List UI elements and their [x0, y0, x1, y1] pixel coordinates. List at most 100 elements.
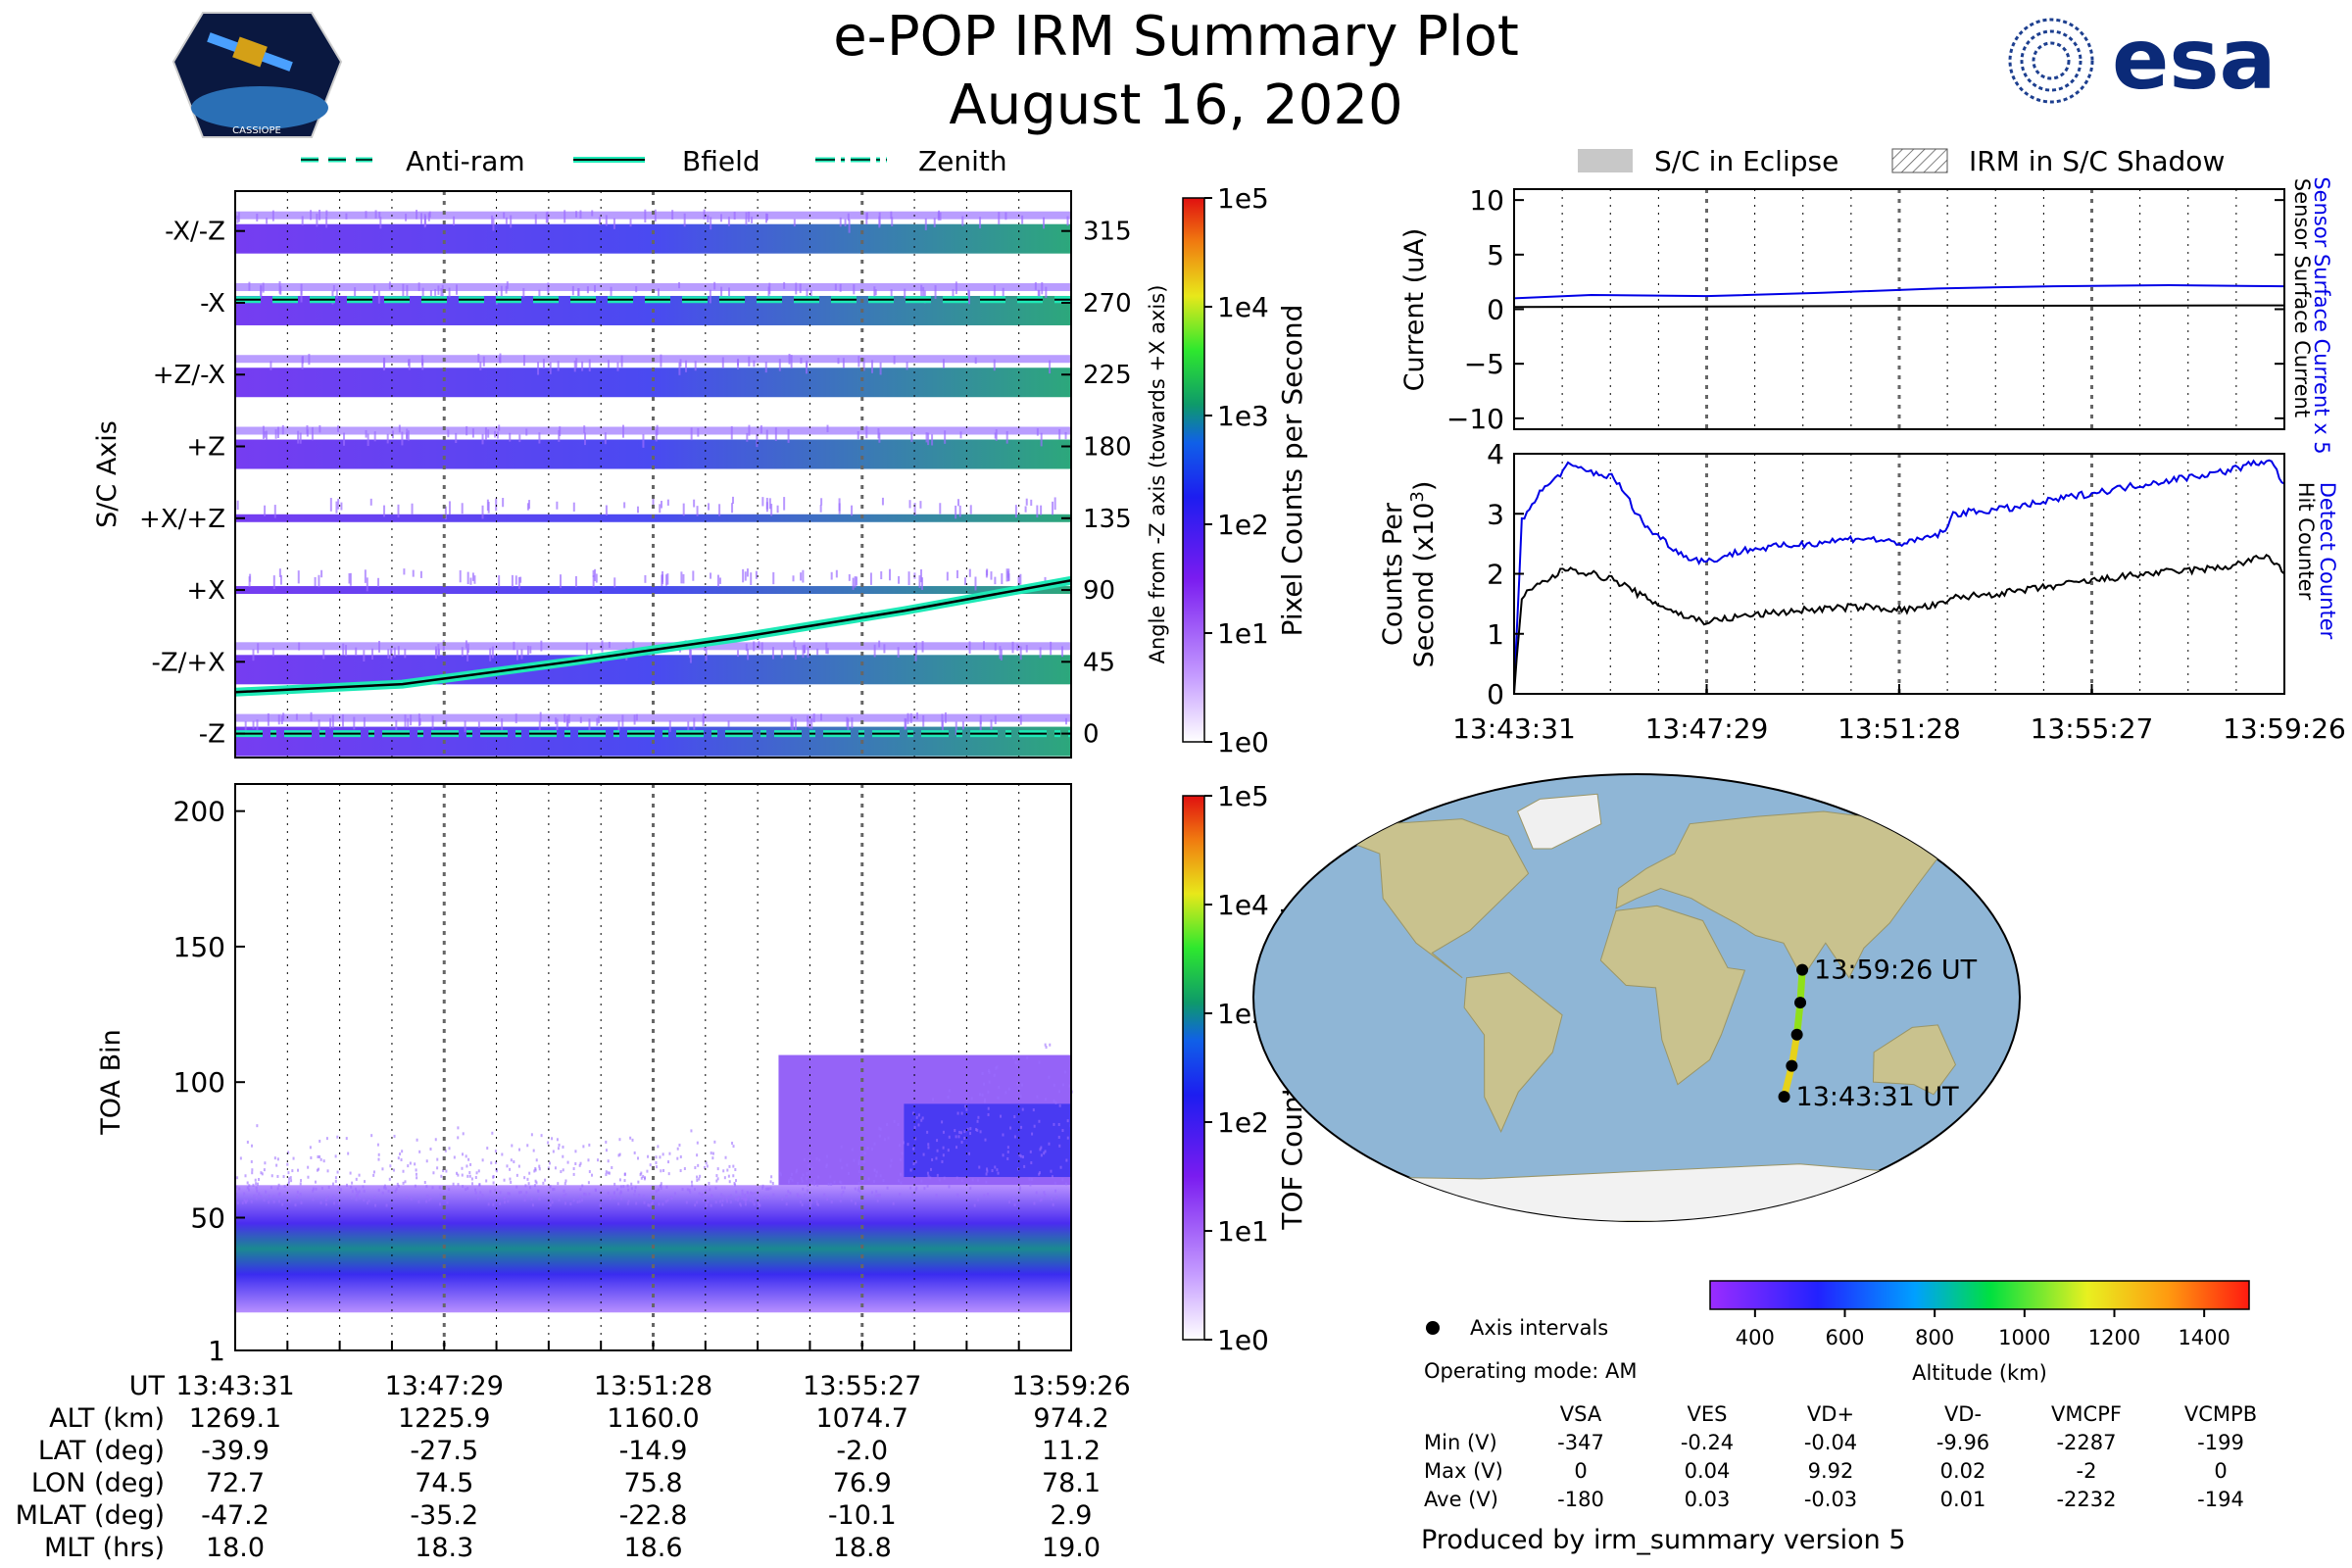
toa-speckle	[817, 1202, 820, 1206]
toa-speckle	[647, 1154, 650, 1158]
toa-speckle	[1031, 1132, 1034, 1136]
axis-speckle	[279, 285, 282, 295]
toa-speckle	[789, 1177, 792, 1181]
axis-speckle	[767, 286, 770, 297]
toa-speckle	[988, 1080, 991, 1084]
axis-speckle	[525, 428, 528, 436]
counts-x-tick-label: 13:51:28	[1838, 712, 1961, 745]
axis-speckle	[946, 571, 949, 581]
axis-speckle	[994, 576, 997, 585]
toa-speckle	[300, 1179, 303, 1183]
voltage-cell: -2287	[2056, 1431, 2116, 1454]
axis-speckle	[1014, 505, 1017, 518]
axis-speckle	[471, 572, 474, 581]
axis-speckle	[745, 212, 748, 219]
toa-speckle	[318, 1139, 321, 1143]
toa-speckle	[587, 1181, 590, 1185]
axis-tick-label: +X/+Z	[139, 505, 225, 534]
toa-speckle	[605, 1170, 608, 1174]
toa-speckle	[825, 1165, 828, 1169]
toa-speckle	[532, 1149, 535, 1152]
current-tick-label: 5	[1487, 239, 1504, 271]
axis-speckle	[920, 284, 923, 298]
toa-speckle	[707, 1200, 710, 1203]
toa-speckle	[977, 1115, 980, 1119]
toa-speckle	[551, 1137, 554, 1141]
axis-speckle	[684, 360, 687, 372]
toa-speckle	[705, 1189, 708, 1193]
svg-text:CASSIOPE: CASSIOPE	[232, 125, 281, 136]
voltage-cell: -0.03	[1804, 1488, 1857, 1511]
toa-speckle	[666, 1199, 669, 1202]
toa-speckle	[235, 1185, 238, 1189]
toa-speckle	[397, 1184, 400, 1188]
current-tick-label: −10	[1446, 403, 1504, 435]
toa-speckle	[627, 1200, 630, 1203]
toa-speckle	[767, 1187, 770, 1191]
toa-speckle	[830, 1182, 833, 1186]
toa-speckle	[785, 1202, 788, 1206]
axis-speckle	[890, 211, 893, 220]
toa-speckle	[347, 1152, 350, 1155]
axis-speckle	[632, 641, 635, 652]
axis-speckle	[920, 568, 923, 583]
axis-speckle	[594, 568, 597, 581]
axis-speckle	[907, 571, 910, 586]
toa-speckle	[808, 1164, 810, 1168]
axis-left-ticks: -X/-Z-X+Z/-X+Z+X/+Z+X-Z/+X-Z	[139, 218, 245, 750]
toa-speckle	[1018, 1188, 1021, 1192]
axis-speckle	[342, 643, 345, 656]
toa-speckle	[372, 1173, 375, 1177]
altitude-tick-label: 600	[1825, 1326, 1864, 1349]
orbit-cell: -22.8	[619, 1500, 688, 1531]
toa-speckle	[899, 1172, 902, 1176]
axis-speckle	[690, 427, 693, 441]
axis-speckle	[994, 432, 997, 439]
axis-speckle	[271, 210, 274, 221]
axis-speckle	[279, 574, 282, 585]
toa-speckle	[983, 1082, 986, 1086]
toa-speckle	[705, 1203, 708, 1207]
axis-speckle	[662, 574, 664, 585]
toa-speckle	[670, 1197, 673, 1200]
toa-speckle	[878, 1126, 881, 1130]
toa-speckle	[958, 1130, 961, 1134]
toa-speckle	[912, 1147, 915, 1151]
toa-speckle	[960, 1111, 963, 1115]
axis-speckle	[719, 214, 722, 222]
axis-speckle	[598, 715, 601, 724]
toa-speckle	[1054, 1181, 1056, 1185]
axis-speckle	[694, 361, 697, 371]
toa-speckle	[660, 1182, 662, 1186]
toa-speckle	[272, 1195, 275, 1199]
toa-speckle	[283, 1184, 286, 1188]
toa-speckle	[728, 1180, 731, 1184]
axis-speckle	[427, 213, 430, 221]
axis-panel: -X/-Z-X+Z/-X+Z+X/+Z+X-Z/+X-Z 31527022518…	[92, 190, 1169, 759]
axis-speckle	[378, 640, 381, 653]
axis-speckle	[621, 714, 624, 728]
axis-speckle	[598, 217, 601, 225]
toa-speckle	[296, 1190, 299, 1194]
axis-speckle	[761, 497, 764, 507]
axis-speckle	[1004, 212, 1007, 220]
toa-speckle	[863, 1152, 866, 1155]
toa-speckle	[726, 1200, 729, 1203]
toa-speckle	[549, 1185, 552, 1189]
toa-speckle	[457, 1136, 460, 1140]
axis-speckle	[794, 718, 797, 732]
toa-speckle	[1032, 1108, 1035, 1112]
toa-speckle	[1045, 1046, 1048, 1050]
toa-speckle	[618, 1138, 621, 1142]
toa-speckle	[700, 1193, 703, 1197]
toa-speckle	[957, 1135, 960, 1139]
axis-speckle	[517, 576, 520, 589]
axis-speckle	[567, 713, 570, 724]
axis-speckle	[605, 505, 608, 516]
axis-band-fringe	[235, 211, 1071, 220]
toa-speckle	[492, 1175, 495, 1179]
axis-speckle	[794, 647, 797, 661]
title-line2: August 16, 2020	[949, 74, 1402, 137]
axis-speckle	[956, 569, 958, 579]
